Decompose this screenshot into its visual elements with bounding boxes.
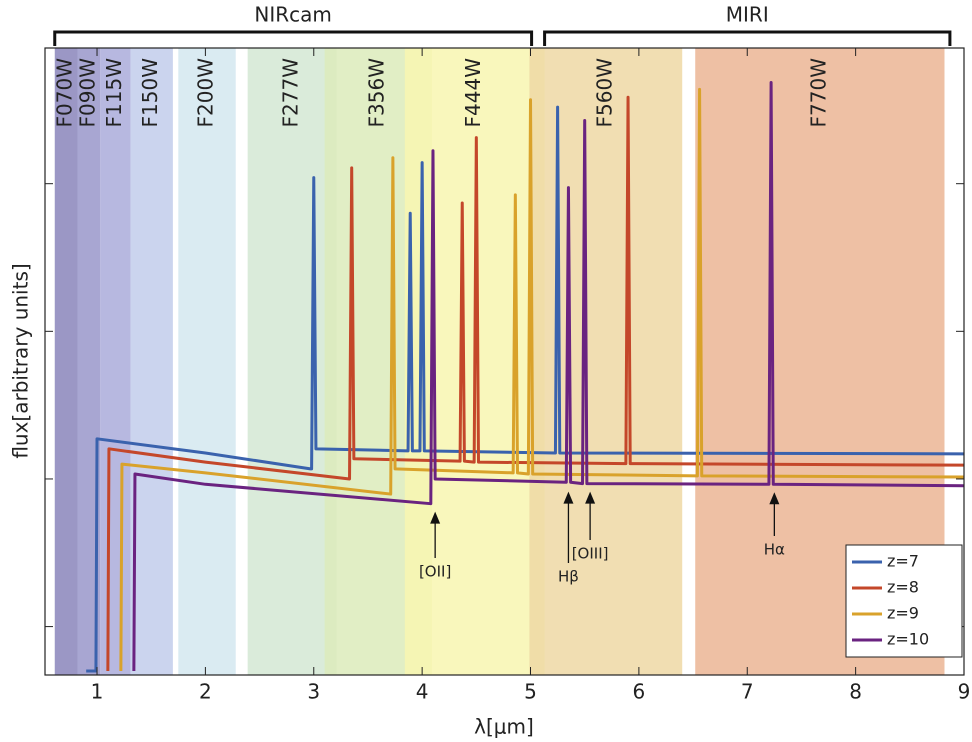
band-label: F444W (461, 58, 485, 128)
instrument-bracket (53, 30, 534, 46)
y-axis-label: flux[arbitrary units] (9, 263, 33, 458)
annotation-arrowhead (430, 511, 441, 524)
spectrum-line (132, 80, 964, 672)
band-label: F090W (75, 58, 99, 128)
legend-label: z=7 (887, 552, 919, 571)
x-tick-label: 8 (849, 680, 862, 704)
annotation-arrowhead (563, 491, 574, 504)
legend-box (845, 544, 963, 658)
spectrum-line (86, 105, 964, 673)
plot-frame (44, 47, 965, 676)
series-layer (86, 80, 964, 673)
filter-band (77, 48, 101, 675)
x-tick-label: 3 (307, 680, 320, 704)
x-tick-label: 2 (199, 680, 212, 704)
legend-label: z=8 (887, 578, 919, 597)
x-axis-label: λ[μm] (474, 715, 534, 739)
legend-label: z=9 (887, 604, 919, 623)
annotation-label: Hβ (558, 568, 579, 586)
band-label: F070W (53, 58, 77, 128)
band-label: F560W (592, 58, 616, 128)
x-tick-label: 4 (416, 680, 429, 704)
band-label: F200W (194, 58, 218, 128)
band-label: F115W (102, 58, 126, 128)
annotation-arrowhead (585, 491, 596, 504)
annotation-label: Hα (764, 541, 785, 559)
legend-label: z=10 (887, 630, 929, 649)
band-label: F150W (138, 58, 162, 128)
annotation-label: [OIII] (572, 545, 609, 563)
band-layer (54, 48, 945, 675)
x-tick-label: 5 (524, 680, 537, 704)
instrument-label: MIRI (726, 3, 769, 27)
spectrum-line (119, 87, 964, 672)
filter-band (100, 48, 131, 675)
annotation-label: [OII] (419, 563, 451, 581)
x-tick-label: 7 (741, 680, 754, 704)
filter-band (54, 48, 78, 675)
annotation-arrowhead (769, 492, 780, 505)
band-label: F770W (806, 58, 830, 128)
x-tick-label: 1 (91, 680, 104, 704)
instrument-bracket (543, 30, 952, 46)
band-label: F277W (279, 58, 303, 128)
x-tick-label: 6 (633, 680, 646, 704)
x-tick-label: 9 (958, 680, 971, 704)
filter-band (130, 48, 173, 675)
filter-band (529, 48, 683, 675)
filter-band (247, 48, 337, 675)
filter-band (178, 48, 236, 675)
instrument-label: NIRcam (254, 3, 332, 27)
spectrum-line (106, 95, 964, 672)
band-label: F356W (365, 58, 389, 128)
